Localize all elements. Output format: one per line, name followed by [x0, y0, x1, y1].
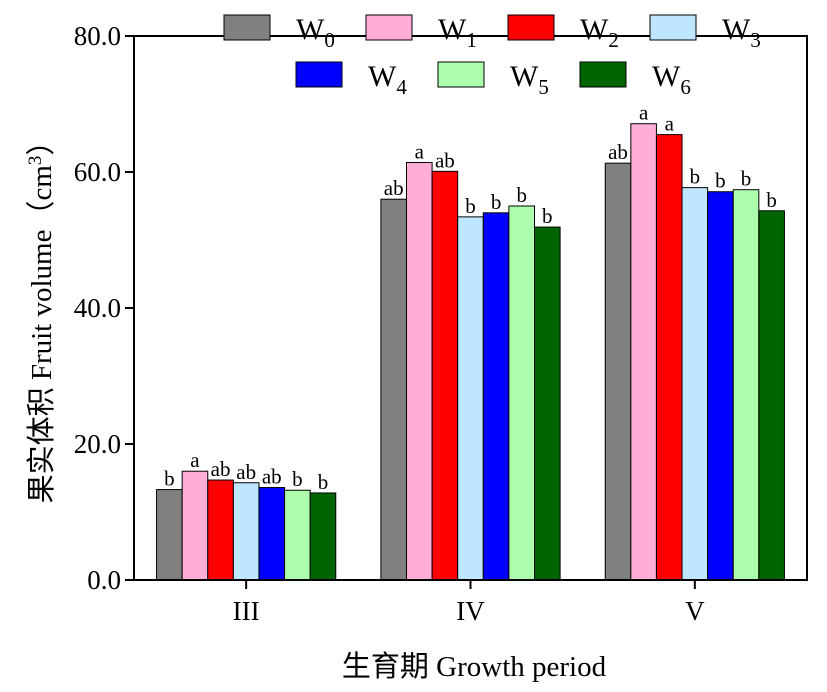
- bar-III-W1: [181, 470, 209, 581]
- legend-label: W2: [580, 13, 619, 52]
- significance-label: a: [190, 448, 200, 472]
- x-axis-title: 生育期 Growth period: [342, 650, 607, 683]
- legend-swatch: [507, 14, 555, 41]
- legend-swatch: [649, 14, 697, 41]
- significance-label: b: [318, 470, 329, 494]
- y-axis-title: 果实体积 Fruit volume（cm3）: [25, 127, 59, 504]
- significance-label: b: [542, 204, 553, 228]
- y-tick-label: 20.0: [74, 429, 121, 459]
- significance-label: b: [491, 190, 502, 214]
- significance-label: ab: [236, 460, 256, 484]
- significance-label: a: [415, 139, 425, 163]
- y-axis-title-end: ）: [26, 127, 58, 156]
- significance-label: b: [766, 188, 777, 212]
- significance-label: ab: [384, 176, 404, 200]
- bar-IV-W6: [534, 226, 561, 581]
- significance-label: a: [665, 112, 675, 136]
- x-tick-label: V: [685, 596, 705, 626]
- bar-V-W3: [681, 187, 709, 581]
- legend-swatch: [223, 14, 271, 41]
- significance-label: b: [690, 165, 701, 189]
- x-tick-label: III: [233, 596, 260, 626]
- y-axis-title-main: 果实体积 Fruit volume（cm: [25, 165, 58, 504]
- y-tick-label: 0.0: [87, 565, 121, 595]
- significance-label: ab: [435, 148, 455, 172]
- bar-V-W6: [758, 210, 785, 581]
- significance-label: b: [465, 194, 476, 218]
- bar-V-W1: [630, 123, 657, 581]
- legend-label: W6: [652, 60, 691, 99]
- bar-III-W5: [284, 489, 311, 581]
- legend-swatch: [365, 14, 413, 41]
- bar-IV-W1: [406, 161, 433, 581]
- y-axis-title-sup: 3: [25, 156, 46, 166]
- significance-label: a: [639, 101, 649, 125]
- y-tick-label: 60.0: [74, 157, 121, 187]
- legend-swatch: [579, 61, 627, 88]
- bar-V-W2: [655, 134, 683, 581]
- bar-IV-W5: [508, 205, 535, 581]
- significance-label: b: [715, 169, 726, 193]
- legend-label: W4: [368, 60, 407, 99]
- bar-IV-W2: [431, 170, 459, 581]
- legend-swatch: [295, 61, 343, 88]
- bar-III-W4: [258, 487, 286, 581]
- legend-label: W3: [722, 13, 761, 52]
- bar-III-W2: [207, 479, 234, 581]
- significance-label: ab: [608, 140, 628, 164]
- legend: W0 W1 W2 W3 W4 W5 W6: [223, 13, 761, 99]
- x-tick-label: IV: [456, 596, 485, 626]
- x-ticks: III IV V: [233, 580, 705, 626]
- significance-label: ab: [262, 465, 282, 489]
- significance-label: ab: [211, 457, 231, 481]
- bar-III-W3: [232, 482, 260, 581]
- y-tick-label: 40.0: [74, 293, 121, 323]
- bar-V-W4: [707, 191, 734, 581]
- bar-V-W0: [604, 162, 632, 581]
- y-tick-label: 80.0: [74, 21, 121, 51]
- significance-label: b: [741, 167, 752, 191]
- legend-swatch: [437, 61, 485, 88]
- significance-label: b: [292, 467, 303, 491]
- legend-label: W1: [438, 13, 477, 52]
- significance-label: b: [516, 183, 527, 207]
- bars-layer: [156, 123, 785, 581]
- bar-IV-W3: [457, 216, 484, 581]
- bar-V-W5: [732, 189, 760, 581]
- legend-label: W5: [510, 60, 549, 99]
- bar-IV-W0: [380, 198, 407, 581]
- bar-IV-W4: [482, 212, 510, 581]
- bar-III-W6: [309, 492, 337, 581]
- significance-label: b: [164, 467, 175, 491]
- bar-III-W0: [156, 489, 183, 581]
- legend-label: W0: [296, 13, 335, 52]
- y-ticks: 0.0 20.0 40.0 60.0 80.0: [74, 21, 134, 595]
